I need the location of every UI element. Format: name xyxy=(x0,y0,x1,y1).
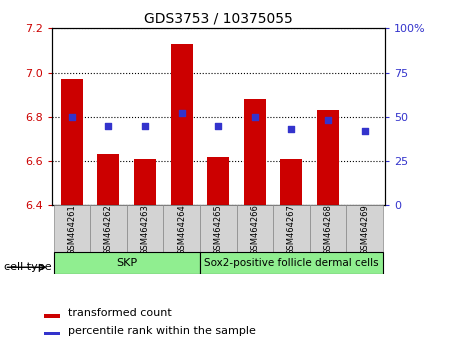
Bar xyxy=(61,79,83,205)
Title: GDS3753 / 10375055: GDS3753 / 10375055 xyxy=(144,12,292,26)
Text: GSM464265: GSM464265 xyxy=(214,204,223,255)
Bar xyxy=(44,332,60,335)
Text: GSM464262: GSM464262 xyxy=(104,204,113,255)
Text: GSM464261: GSM464261 xyxy=(68,204,76,255)
Bar xyxy=(171,44,193,205)
Bar xyxy=(54,205,90,253)
Point xyxy=(141,123,149,129)
Bar xyxy=(127,205,163,253)
Text: cell type: cell type xyxy=(4,262,52,272)
Bar xyxy=(200,252,383,274)
Point xyxy=(251,114,258,120)
Bar xyxy=(310,205,346,253)
Text: Sox2-positive follicle dermal cells: Sox2-positive follicle dermal cells xyxy=(204,258,379,268)
Point xyxy=(288,126,295,132)
Point xyxy=(68,114,76,120)
Bar xyxy=(207,156,229,205)
Point xyxy=(105,123,112,129)
Bar xyxy=(273,205,310,253)
Text: GSM464269: GSM464269 xyxy=(360,204,369,255)
Point xyxy=(324,118,332,123)
Bar xyxy=(98,154,119,205)
Point xyxy=(178,110,185,116)
Point xyxy=(361,128,368,134)
Bar xyxy=(90,205,127,253)
Bar xyxy=(244,99,266,205)
Bar xyxy=(237,205,273,253)
Bar xyxy=(200,205,237,253)
Bar xyxy=(163,205,200,253)
Text: GSM464263: GSM464263 xyxy=(140,204,149,255)
Text: GSM464264: GSM464264 xyxy=(177,204,186,255)
Text: GSM464267: GSM464267 xyxy=(287,204,296,255)
Point xyxy=(215,123,222,129)
Bar xyxy=(44,314,60,318)
Bar xyxy=(317,110,339,205)
Text: transformed count: transformed count xyxy=(68,308,171,319)
Text: percentile rank within the sample: percentile rank within the sample xyxy=(68,326,256,336)
Text: SKP: SKP xyxy=(116,258,137,268)
Text: GSM464268: GSM464268 xyxy=(324,204,333,255)
Bar xyxy=(134,159,156,205)
Bar xyxy=(346,205,383,253)
Bar xyxy=(54,252,200,274)
Text: GSM464266: GSM464266 xyxy=(250,204,259,255)
Bar xyxy=(280,159,302,205)
